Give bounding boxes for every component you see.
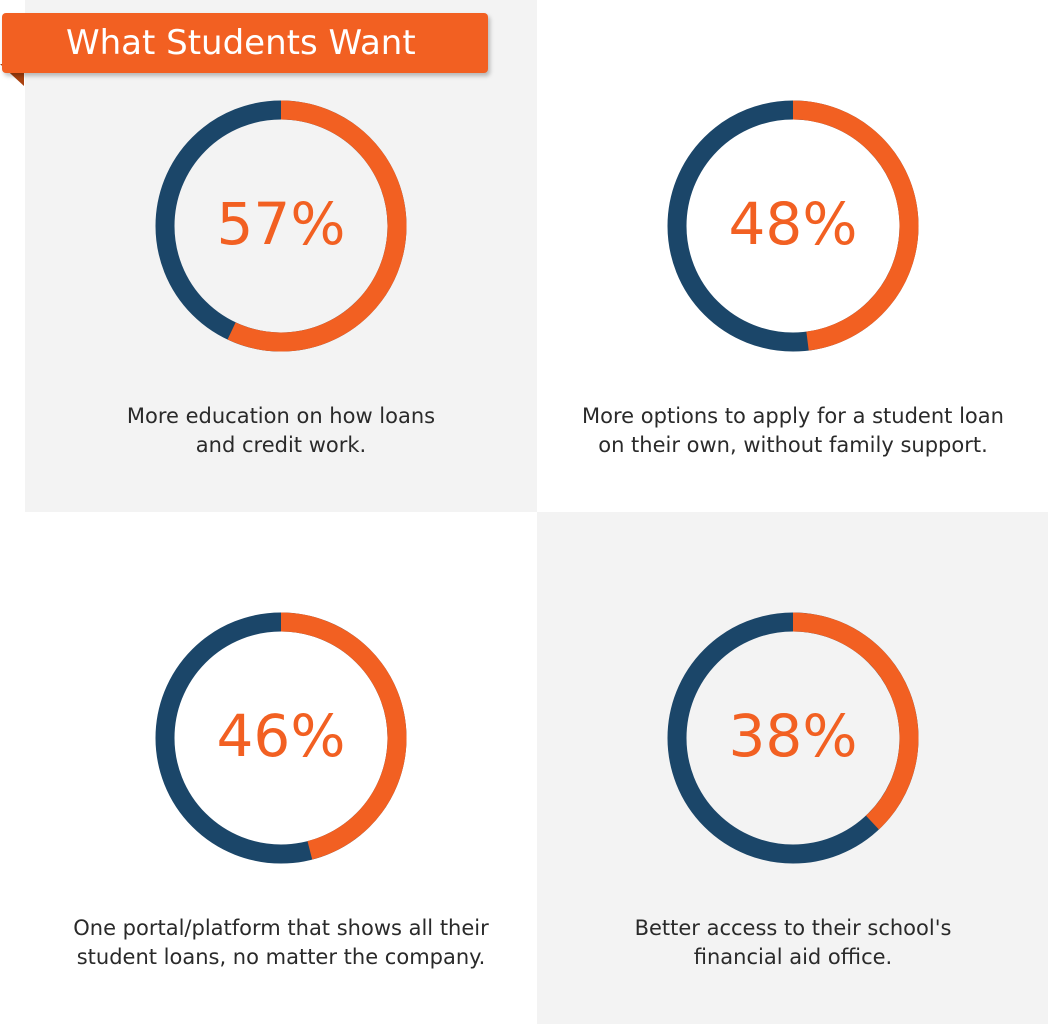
caption-line: Better access to their school's bbox=[634, 916, 952, 940]
donut-value-arc bbox=[280, 612, 407, 860]
stat-card: 57% More education on how loans and cred… bbox=[25, 0, 537, 512]
stat-caption: More options to apply for a student loan… bbox=[577, 402, 1009, 460]
panel-background-bottom-right bbox=[537, 512, 1048, 1024]
donut-value-arc bbox=[792, 612, 919, 830]
donut-value-arc bbox=[792, 100, 919, 351]
stat-card: 46% One portal/platform that shows all t… bbox=[25, 512, 537, 1024]
caption-line: One portal/platform that shows all their bbox=[73, 916, 489, 940]
caption-line: and credit work. bbox=[195, 433, 367, 457]
stat-caption: One portal/platform that shows all their… bbox=[65, 914, 497, 972]
donut-chart: 48% bbox=[667, 100, 919, 352]
donut-chart: 46% bbox=[155, 612, 407, 864]
donut-value-arc bbox=[227, 100, 407, 352]
caption-line: on their own, without family support. bbox=[598, 433, 988, 457]
caption-line: More options to apply for a student loan bbox=[582, 404, 1004, 428]
percentage-label: 57% bbox=[217, 190, 346, 258]
stat-card: 48% More options to apply for a student … bbox=[537, 0, 1048, 512]
stat-caption: Better access to their school's financia… bbox=[577, 914, 1009, 972]
percentage-label: 46% bbox=[217, 702, 346, 770]
percentage-label: 48% bbox=[729, 190, 858, 258]
donut-chart: 57% bbox=[155, 100, 407, 352]
caption-line: student loans, no matter the company. bbox=[76, 945, 486, 969]
caption-line: financial aid office. bbox=[693, 945, 893, 969]
page-title: What Students Want bbox=[2, 13, 488, 73]
panel-background-top-left bbox=[25, 0, 537, 512]
stat-card: 38% Better access to their school's fina… bbox=[537, 512, 1048, 1024]
donut-chart: 38% bbox=[667, 612, 919, 864]
stat-caption: More education on how loans and credit w… bbox=[65, 402, 497, 460]
percentage-label: 38% bbox=[729, 702, 858, 770]
caption-line: More education on how loans bbox=[126, 404, 436, 428]
